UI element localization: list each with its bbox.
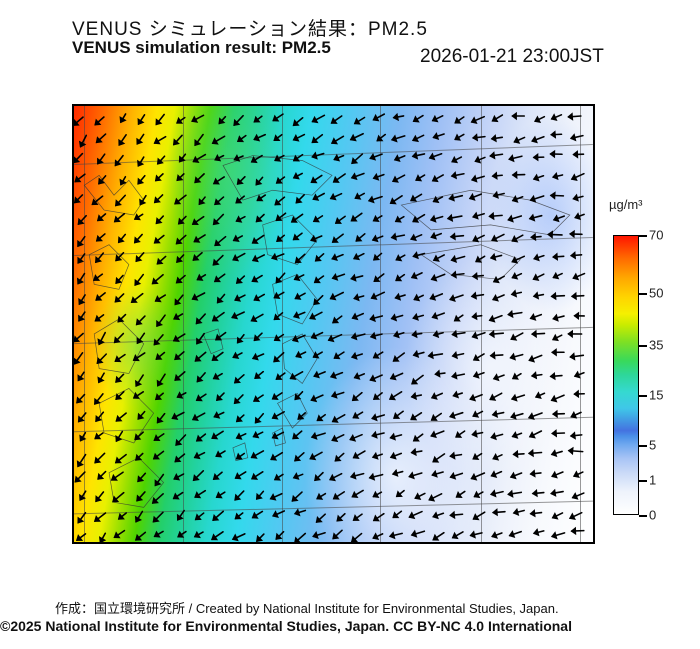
legend-tick-50: 50 (649, 286, 663, 301)
legend-tick-70: 70 (649, 228, 663, 243)
timestamp-label: 2026-01-21 23:00JST (420, 46, 604, 68)
legend-gradient-bar (613, 235, 639, 515)
title-japanese: VENUS シミュレーション結果：PM2.5 (72, 14, 428, 41)
footer-copyright-line: ©2025 National Institute for Environment… (0, 618, 572, 634)
pm25-concentration-map: 45° 40° 35° 30° 25° 120° 125° 130° 135° … (72, 104, 595, 544)
color-scale-legend: µg/m³ 70 50 35 15 5 1 0 (613, 225, 643, 525)
footer-credit-line: 作成：国立環境研究所 / Created by National Institu… (55, 598, 559, 617)
legend-tick-0: 0 (649, 508, 656, 523)
legend-tick-15: 15 (649, 388, 663, 403)
title-english: VENUS simulation result: PM2.5 (72, 38, 331, 58)
legend-tick-1: 1 (649, 473, 656, 488)
legend-tick-5: 5 (649, 438, 656, 453)
legend-tick-35: 35 (649, 338, 663, 353)
wind-vector-field (74, 106, 593, 542)
legend-unit-label: µg/m³ (609, 197, 643, 212)
